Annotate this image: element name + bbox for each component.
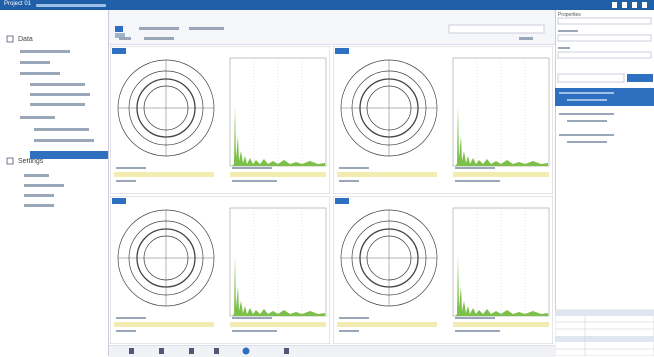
tree-item[interactable]: Data xyxy=(18,36,33,43)
properties xyxy=(555,17,654,356)
tree-item[interactable]: Settings xyxy=(18,158,44,165)
bottom-icons xyxy=(129,347,289,355)
tree xyxy=(6,35,94,207)
right-panel xyxy=(555,10,654,356)
tree-selected[interactable] xyxy=(30,151,108,159)
panel-title: Properties xyxy=(558,12,581,18)
bottom-toolbar xyxy=(109,345,555,357)
plot-grid xyxy=(110,46,553,344)
left-panel xyxy=(0,10,109,356)
plot-pane xyxy=(333,46,553,194)
plot-pane xyxy=(333,196,553,344)
app-title: Project 01 xyxy=(4,1,32,7)
toolbar-icons xyxy=(115,24,545,40)
title-bar xyxy=(0,0,654,10)
tab-label xyxy=(36,4,106,7)
plot-pane xyxy=(110,46,330,194)
window-buttons[interactable] xyxy=(612,2,650,8)
plot-pane xyxy=(110,196,330,344)
